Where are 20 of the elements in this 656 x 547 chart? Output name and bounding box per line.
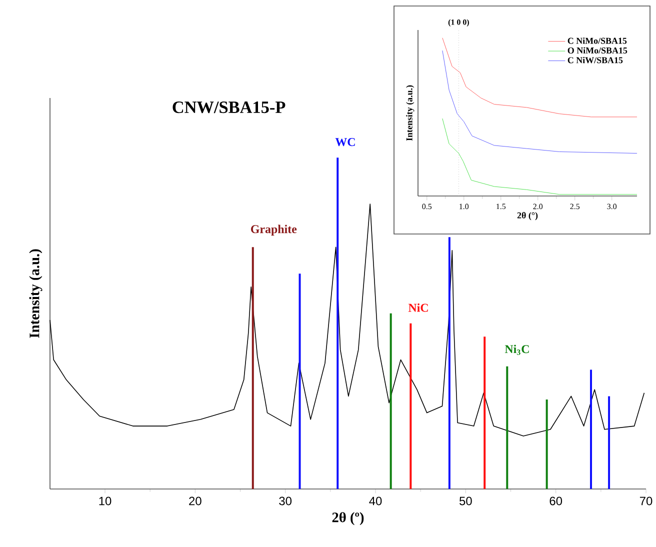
x-tick-label: 50 xyxy=(460,496,472,506)
legend-label: C NiMo/SBA15 xyxy=(568,38,627,44)
legend-label: C NiW/SBA15 xyxy=(568,56,623,64)
x-tick-label: 70 xyxy=(640,496,652,506)
x-axis-title: 2θ (°) xyxy=(517,212,538,220)
annotation: Ni$_{3}$C xyxy=(504,344,529,355)
x-axis-title: 2θ (º) xyxy=(332,512,364,526)
legend-label: O NiMo/SBA15 xyxy=(568,47,628,54)
y-axis-title: Intensity (a.u.) xyxy=(406,85,414,141)
annotation: NiC xyxy=(408,303,428,312)
annotation: WC xyxy=(335,138,355,146)
x-tick-label: 10 xyxy=(99,496,112,506)
x-tick-label: 20 xyxy=(189,496,202,506)
y-axis-title: Intensity (a.u.) xyxy=(29,249,42,338)
x-tick-label: 30 xyxy=(279,496,292,506)
bar xyxy=(410,323,412,489)
x-tick-label: 60 xyxy=(550,496,562,506)
annotation: Graphite xyxy=(250,224,297,236)
x-tick-label: 40 xyxy=(369,496,382,506)
chart-title: CNW/SBA15-P xyxy=(172,102,286,114)
